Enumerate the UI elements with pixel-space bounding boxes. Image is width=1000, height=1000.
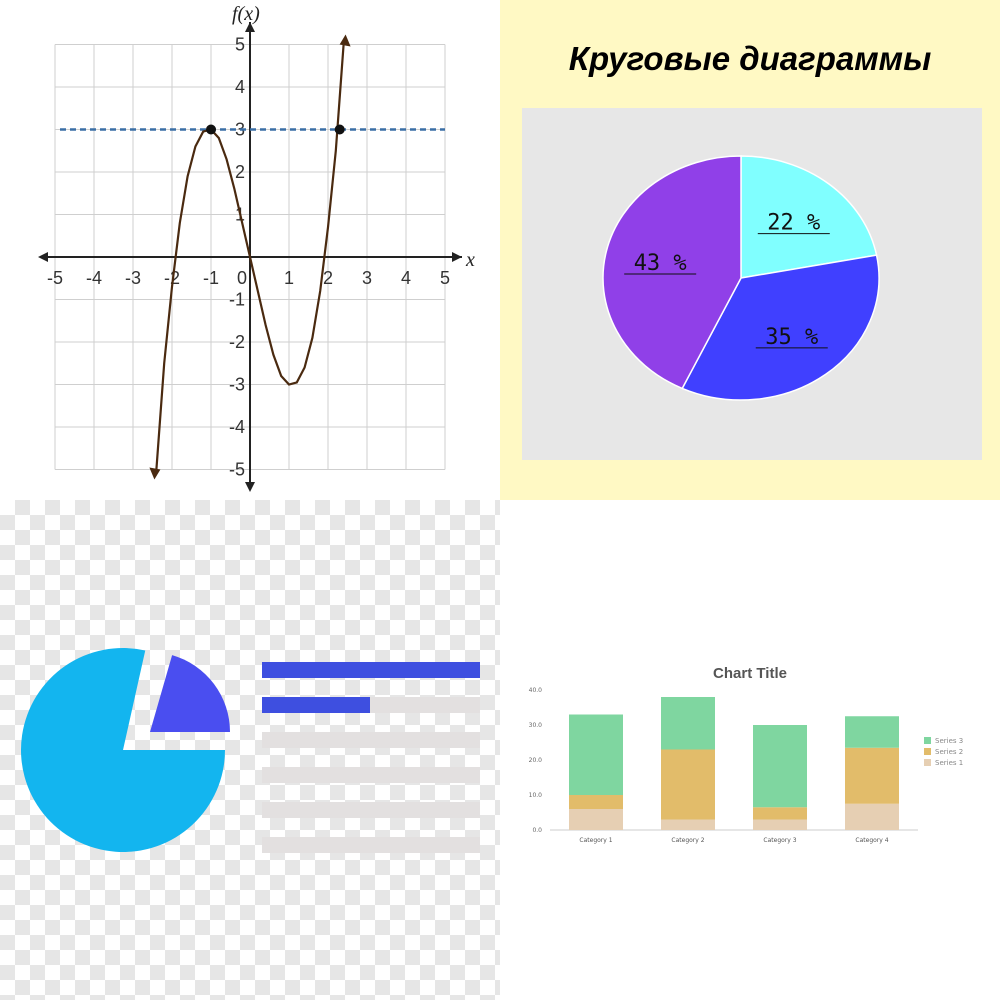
bar-segment [753, 807, 807, 820]
y-tick-label: -1 [229, 290, 245, 310]
icon-pie-slice [150, 655, 230, 732]
curve-arrow-down [149, 467, 161, 480]
pie-chart-title: Круговые диаграммы [568, 40, 932, 77]
stacked-bar-chart: Chart Title 0.0 10.0 20.0 30.0 40.0 Category … [529, 665, 964, 844]
icon-line [262, 837, 480, 853]
bar-category-label: Category 3 [763, 837, 796, 844]
icon-line [370, 697, 480, 713]
bar-category-label: Category 2 [671, 837, 704, 844]
bar-chart-title: Chart Title [713, 665, 787, 682]
bar-segment [753, 725, 807, 808]
pie-slice-label: 35 % [765, 325, 818, 350]
x-axis-label: x [465, 249, 475, 271]
bar-y-tick-label: 30.0 [529, 722, 543, 729]
y-tick-label: 4 [235, 77, 245, 97]
y-tick-label: 2 [235, 162, 245, 182]
x-tick-label: 1 [284, 268, 294, 288]
bar-segment [845, 716, 899, 748]
marked-point [334, 124, 345, 135]
marked-point [206, 124, 216, 135]
pie-slice-label: 43 % [634, 251, 687, 276]
bar-y-tick-label: 40.0 [529, 687, 543, 694]
x-tick-label: -5 [47, 268, 63, 288]
pie-slice-label: 22 % [767, 211, 820, 236]
pie-chart-report-icon [21, 648, 480, 853]
stacked-bar-chart-panel: Chart Title 0.0 10.0 20.0 30.0 40.0 Category … [500, 500, 1000, 1000]
x-tick-label: 3 [362, 268, 372, 288]
y-axis-arrow-down [245, 482, 255, 492]
function-curve [155, 44, 345, 470]
bar-segment [661, 697, 715, 750]
y-tick-label: -2 [229, 332, 245, 352]
bar-y-tick-label: 20.0 [529, 757, 543, 764]
pie-slice [681, 254, 880, 401]
legend-swatch [924, 748, 931, 755]
x-tick-label: 4 [401, 268, 411, 288]
bar-y-tick-label: 0.0 [532, 827, 542, 834]
y-tick-label: -4 [229, 417, 245, 437]
icon-line [262, 732, 480, 748]
x-tick-label: 2 [323, 268, 333, 288]
x-tick-label: 5 [440, 268, 450, 288]
icon-bar-short [262, 697, 370, 713]
curve-arrow-up [339, 34, 351, 47]
y-tick-label: 5 [235, 35, 245, 55]
bar-segment [753, 819, 807, 830]
y-axis-label: f(x) [232, 3, 260, 25]
pie-chart: 22 % 35 % 43 % [602, 155, 880, 401]
bar-segment [845, 803, 899, 830]
pie-slice [602, 155, 742, 390]
pie-slice [740, 155, 878, 279]
x-tick-label: -4 [86, 268, 102, 288]
bar-segment [661, 819, 715, 830]
bar-segment [661, 749, 715, 820]
icon-line [262, 767, 480, 783]
y-tick-label: 3 [235, 120, 245, 140]
bar-category-label: Category 1 [579, 837, 612, 844]
legend-label: Series 2 [935, 748, 963, 756]
pie-chart-panel: Круговые диаграммы 22 % 35 % 43 % [500, 0, 1000, 500]
x-tick-label: 0 [237, 268, 247, 288]
legend-label: Series 3 [935, 737, 963, 745]
y-axis-arrow-up [245, 22, 255, 32]
legend-swatch [924, 759, 931, 766]
legend-swatch [924, 737, 931, 744]
x-tick-label: -1 [203, 268, 219, 288]
y-tick-label: -3 [229, 375, 245, 395]
icon-bar-long [262, 662, 480, 678]
x-tick-label: -3 [125, 268, 141, 288]
bar-segment [569, 795, 623, 809]
bar-segment [569, 714, 623, 795]
bar-category-label: Category 4 [855, 837, 888, 844]
bar-segment [845, 747, 899, 804]
icon-line [262, 802, 480, 818]
x-axis-arrow-right [452, 252, 462, 262]
y-tick-label: -5 [229, 460, 245, 480]
bar-segment [569, 809, 623, 830]
function-graph-panel: -5 -4 -3 -2 -1 0 1 2 3 4 5 -5 -4 -3 -2 -1 1 2 3 4 5 x f(x) [0, 0, 500, 500]
bar-y-tick-label: 10.0 [529, 792, 543, 799]
legend-label: Series 1 [935, 759, 963, 767]
x-axis-arrow-left [38, 252, 48, 262]
pie-chart-area: 22 % 35 % 43 % [522, 108, 982, 460]
icon-pie [21, 648, 225, 852]
pie-chart-report-icon-panel [0, 500, 500, 1000]
